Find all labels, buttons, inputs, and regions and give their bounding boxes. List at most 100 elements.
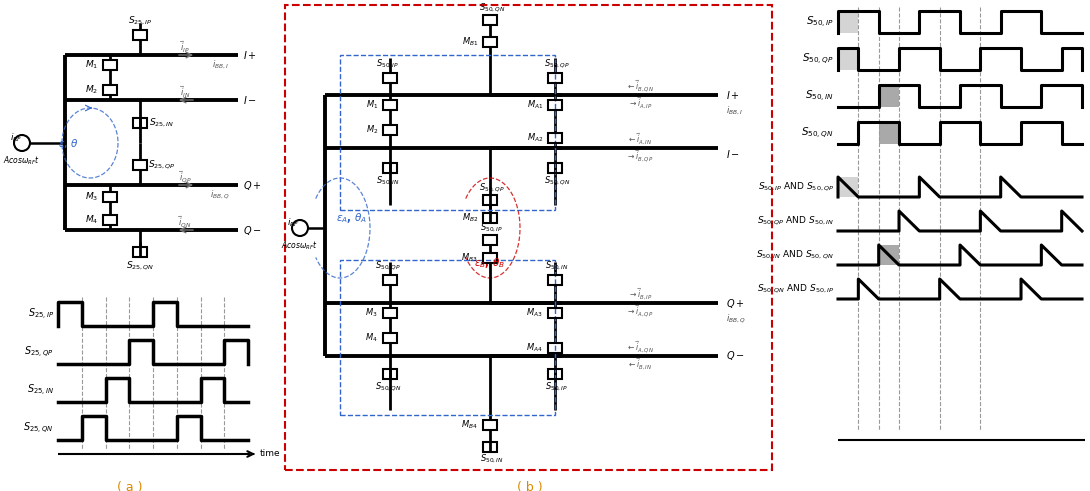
Text: $\vec{i}_{IN}$: $\vec{i}_{IN}$ xyxy=(180,84,191,100)
Bar xyxy=(483,420,497,430)
Text: $I-$: $I-$ xyxy=(243,94,257,106)
Text: $i_{BB,Q}$: $i_{BB,Q}$ xyxy=(726,313,746,326)
Text: $I+$: $I+$ xyxy=(243,49,257,61)
Text: $M_4$: $M_4$ xyxy=(85,214,98,226)
Text: $\leftarrow \vec{i}_{B,IN}$: $\leftarrow \vec{i}_{B,IN}$ xyxy=(627,356,653,372)
Text: $M_1$: $M_1$ xyxy=(85,59,98,71)
Text: $M_{B4}$: $M_{B4}$ xyxy=(461,419,479,431)
Text: $Acos\omega_{RF}t$: $Acos\omega_{RF}t$ xyxy=(281,240,318,252)
Text: ( b ): ( b ) xyxy=(517,481,543,491)
Bar xyxy=(383,275,397,285)
Bar xyxy=(483,253,497,263)
Bar xyxy=(483,213,497,223)
Text: $\leftarrow \vec{i}_{B,QN}$: $\leftarrow \vec{i}_{B,QN}$ xyxy=(626,78,654,94)
Bar xyxy=(483,37,497,47)
Text: $\rightarrow \vec{i}_{A,IP}$: $\rightarrow \vec{i}_{A,IP}$ xyxy=(628,95,653,110)
Text: $S_{50,QN}$: $S_{50,QN}$ xyxy=(479,1,506,14)
Text: $S_{25,IP}$: $S_{25,IP}$ xyxy=(27,306,54,322)
Text: $M_{A3}$: $M_{A3}$ xyxy=(526,307,543,319)
Text: $\varepsilon$, $\theta$: $\varepsilon$, $\theta$ xyxy=(58,136,78,149)
Bar xyxy=(383,308,397,318)
Text: $Acos\omega_{RF}t$: $Acos\omega_{RF}t$ xyxy=(3,155,40,167)
Bar xyxy=(548,73,562,83)
Bar xyxy=(548,100,562,110)
Bar xyxy=(340,55,555,210)
Text: $i_{RF}$: $i_{RF}$ xyxy=(10,132,23,144)
Bar xyxy=(383,333,397,343)
Bar xyxy=(879,122,899,144)
Text: $\leftarrow \vec{i}_{A,IN}$: $\leftarrow \vec{i}_{A,IN}$ xyxy=(628,132,653,146)
Text: $i_{RF}$: $i_{RF}$ xyxy=(287,217,300,229)
Text: $\leftarrow \vec{i}_{A,QN}$: $\leftarrow \vec{i}_{A,QN}$ xyxy=(626,339,654,355)
Bar xyxy=(284,5,772,470)
Text: $S_{50,QN}$ AND $S_{50,IP}$: $S_{50,QN}$ AND $S_{50,IP}$ xyxy=(758,283,834,296)
Bar xyxy=(102,215,117,225)
Text: $S_{50,QP}$: $S_{50,QP}$ xyxy=(375,260,401,273)
Text: $S_{25,QP}$: $S_{25,QP}$ xyxy=(24,345,54,359)
Text: $\rightarrow \vec{i}_{B,QP}$: $\rightarrow \vec{i}_{B,QP}$ xyxy=(627,148,654,164)
Bar xyxy=(102,60,117,70)
Bar xyxy=(102,85,117,95)
Bar xyxy=(838,48,858,70)
Text: $S_{50,QP}$: $S_{50,QP}$ xyxy=(544,57,570,70)
Text: $Q+$: $Q+$ xyxy=(243,179,262,191)
Bar xyxy=(133,160,147,170)
Text: $i_{BB,Q}$: $i_{BB,Q}$ xyxy=(210,189,230,201)
Text: $i_{BB,I}$: $i_{BB,I}$ xyxy=(211,59,229,71)
Bar xyxy=(383,125,397,135)
Text: $S_{50,IN}$: $S_{50,IN}$ xyxy=(545,260,569,272)
Bar xyxy=(383,163,397,173)
Bar xyxy=(483,195,497,205)
Bar xyxy=(879,245,899,265)
Bar xyxy=(102,192,117,202)
Text: $S_{25,IP}$: $S_{25,IP}$ xyxy=(128,15,153,27)
Bar xyxy=(548,163,562,173)
Bar xyxy=(133,30,147,40)
Text: $i_{BB,I}$: $i_{BB,I}$ xyxy=(726,105,743,117)
Text: $S_{50,IN}$: $S_{50,IN}$ xyxy=(806,88,834,104)
Text: $S_{50,IP}$: $S_{50,IP}$ xyxy=(545,381,569,393)
Text: $S_{25,IN}$: $S_{25,IN}$ xyxy=(149,117,174,129)
Text: $M_{B1}$: $M_{B1}$ xyxy=(462,36,479,48)
Text: $\vec{i}_{QP}$: $\vec{i}_{QP}$ xyxy=(179,169,192,185)
Text: $S_{50,IN}$ AND $S_{50,QN}$: $S_{50,IN}$ AND $S_{50,QN}$ xyxy=(756,248,834,261)
Bar xyxy=(483,442,497,452)
Text: $S_{50,IN}$: $S_{50,IN}$ xyxy=(480,453,504,465)
Text: $\varepsilon_A$, $\theta_A$: $\varepsilon_A$, $\theta_A$ xyxy=(337,211,367,225)
Text: $\rightarrow \vec{i}_{B,IP}$: $\rightarrow \vec{i}_{B,IP}$ xyxy=(628,286,653,301)
Text: $Q-$: $Q-$ xyxy=(726,350,744,362)
Text: $S_{25,IN}$: $S_{25,IN}$ xyxy=(27,382,54,398)
Text: $S_{50,QN}$: $S_{50,QN}$ xyxy=(801,125,834,140)
Text: $M_2$: $M_2$ xyxy=(85,84,98,96)
Bar xyxy=(548,275,562,285)
Text: $M_3$: $M_3$ xyxy=(85,191,98,203)
Text: $M_4$: $M_4$ xyxy=(365,332,378,344)
Text: $S_{50,IP}$ AND $S_{50,QP}$: $S_{50,IP}$ AND $S_{50,QP}$ xyxy=(758,181,834,193)
Text: $S_{50,QP}$ AND $S_{50,IN}$: $S_{50,QP}$ AND $S_{50,IN}$ xyxy=(758,215,834,227)
Text: $Q+$: $Q+$ xyxy=(726,297,744,309)
Bar xyxy=(548,369,562,379)
Bar xyxy=(838,11,858,33)
Bar xyxy=(548,343,562,353)
Bar xyxy=(483,235,497,245)
Text: time: time xyxy=(259,449,280,459)
Text: $Q-$: $Q-$ xyxy=(243,223,262,237)
Text: $S_{50,IP}$: $S_{50,IP}$ xyxy=(481,222,504,234)
Text: $M_{A4}$: $M_{A4}$ xyxy=(526,342,543,354)
Text: $S_{50,IN}$: $S_{50,IN}$ xyxy=(376,175,400,187)
Text: $S_{50,QN}$: $S_{50,QN}$ xyxy=(375,381,401,393)
Bar xyxy=(133,247,147,257)
Text: $\vec{i}_{IP}$: $\vec{i}_{IP}$ xyxy=(180,39,190,55)
Text: $S_{25,QN}$: $S_{25,QN}$ xyxy=(125,260,155,273)
Text: $\rightarrow \vec{i}_{A,QP}$: $\rightarrow \vec{i}_{A,QP}$ xyxy=(627,303,654,319)
Text: $S_{25,QN}$: $S_{25,QN}$ xyxy=(23,420,54,436)
Bar xyxy=(383,100,397,110)
Bar xyxy=(838,177,858,197)
Text: $S_{50,QN}$: $S_{50,QN}$ xyxy=(544,175,570,188)
Text: $S_{50,IP}$: $S_{50,IP}$ xyxy=(806,14,834,29)
Bar xyxy=(879,85,899,107)
Text: $S_{50,QP}$: $S_{50,QP}$ xyxy=(802,52,834,67)
Text: $I-$: $I-$ xyxy=(726,148,740,160)
Text: ( a ): ( a ) xyxy=(118,481,143,491)
Text: $M_{B2}$: $M_{B2}$ xyxy=(461,212,479,224)
